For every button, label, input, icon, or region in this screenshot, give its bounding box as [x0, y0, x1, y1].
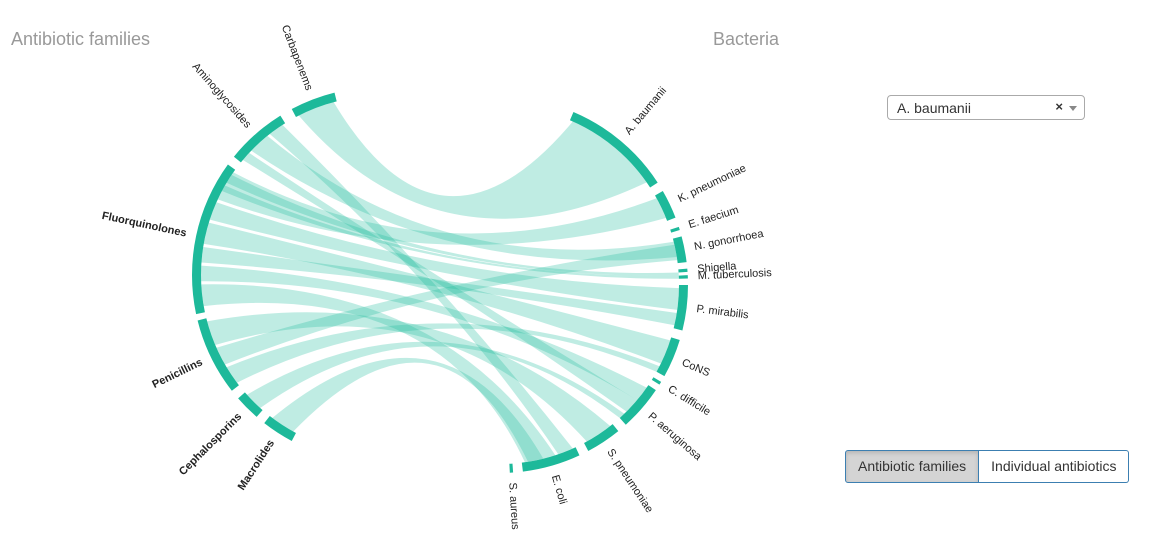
bacteria-arc	[678, 275, 688, 279]
bacteria-arc	[651, 377, 662, 385]
left-heading: Antibiotic families	[11, 29, 151, 49]
family-arc	[238, 392, 263, 417]
bacteria-label: P. aeruginosa	[646, 410, 705, 463]
toggle-button[interactable]: Individual antibiotics	[979, 450, 1130, 483]
bacteria-label: A. baumanii	[623, 85, 670, 137]
chord	[226, 323, 660, 383]
chord	[209, 202, 679, 310]
bacteria-dropdown[interactable]: A. baumanii ×	[887, 95, 1085, 120]
bacteria-arc	[655, 191, 676, 221]
bacteria-arc	[678, 268, 688, 273]
bacteria-label: S. pneumoniae	[604, 447, 655, 515]
chord	[217, 172, 666, 245]
family-label: Penicillins	[150, 356, 204, 391]
chord	[298, 102, 647, 219]
chord	[207, 312, 611, 442]
bacteria-arc	[584, 424, 619, 451]
chord	[201, 284, 556, 463]
bacteria-label: P. mirabilis	[696, 303, 750, 321]
bacteria-arc	[656, 337, 680, 377]
family-label: Carbapenems	[279, 23, 315, 92]
bacteria-label: CoNS	[680, 357, 712, 380]
chord	[201, 246, 677, 326]
bacteria-label: E. faecium	[687, 204, 740, 231]
family-arc	[191, 164, 236, 315]
chord	[216, 244, 678, 365]
bacteria-label: S. aureus	[506, 482, 521, 530]
bacteria-label: C. difficile	[666, 383, 713, 418]
bacteria-arc	[673, 285, 688, 331]
family-arc	[233, 115, 286, 163]
dropdown-caret[interactable]	[1069, 106, 1077, 111]
family-label: Fluorquinolones	[101, 210, 188, 240]
family-label: Cephalosporins	[177, 411, 244, 478]
bacteria-arc	[672, 236, 687, 264]
view-toggle: Antibiotic families Individual antibioti…	[845, 450, 1130, 483]
bacteria-label: E. coli	[549, 474, 569, 506]
bacteria-arc	[509, 463, 514, 473]
chord	[226, 174, 679, 276]
dropdown-value: A. baumanii	[897, 100, 971, 116]
bacteria-label: M. tuberculosis	[698, 267, 773, 282]
right-heading: Bacteria	[713, 29, 780, 49]
bacteria-arc	[521, 447, 580, 472]
bacteria-arc	[619, 385, 656, 425]
bacteria-arc	[569, 111, 658, 188]
toggle-button[interactable]: Antibiotic families	[845, 450, 980, 483]
family-arc	[291, 92, 337, 117]
chord	[269, 124, 573, 455]
chord	[203, 222, 671, 364]
family-arc	[197, 318, 239, 391]
bacteria-label: N. gonorrhoea	[693, 228, 765, 253]
chord	[242, 152, 638, 412]
chord	[201, 265, 647, 401]
bacteria-arc	[670, 226, 680, 233]
clear-button[interactable]: ×	[1055, 99, 1063, 114]
chord	[272, 357, 544, 462]
chord	[251, 135, 677, 261]
family-label: Aminoglycosides	[190, 61, 254, 131]
bacteria-label: K. pneumoniae	[676, 162, 748, 205]
bacteria-label: Shigella	[697, 260, 738, 275]
family-arc	[264, 416, 296, 441]
family-label: Macrolides	[236, 438, 277, 493]
chord	[246, 341, 625, 419]
chord-diagram: Carbapenems Aminoglycosides Fluorquinolone…	[101, 23, 773, 530]
